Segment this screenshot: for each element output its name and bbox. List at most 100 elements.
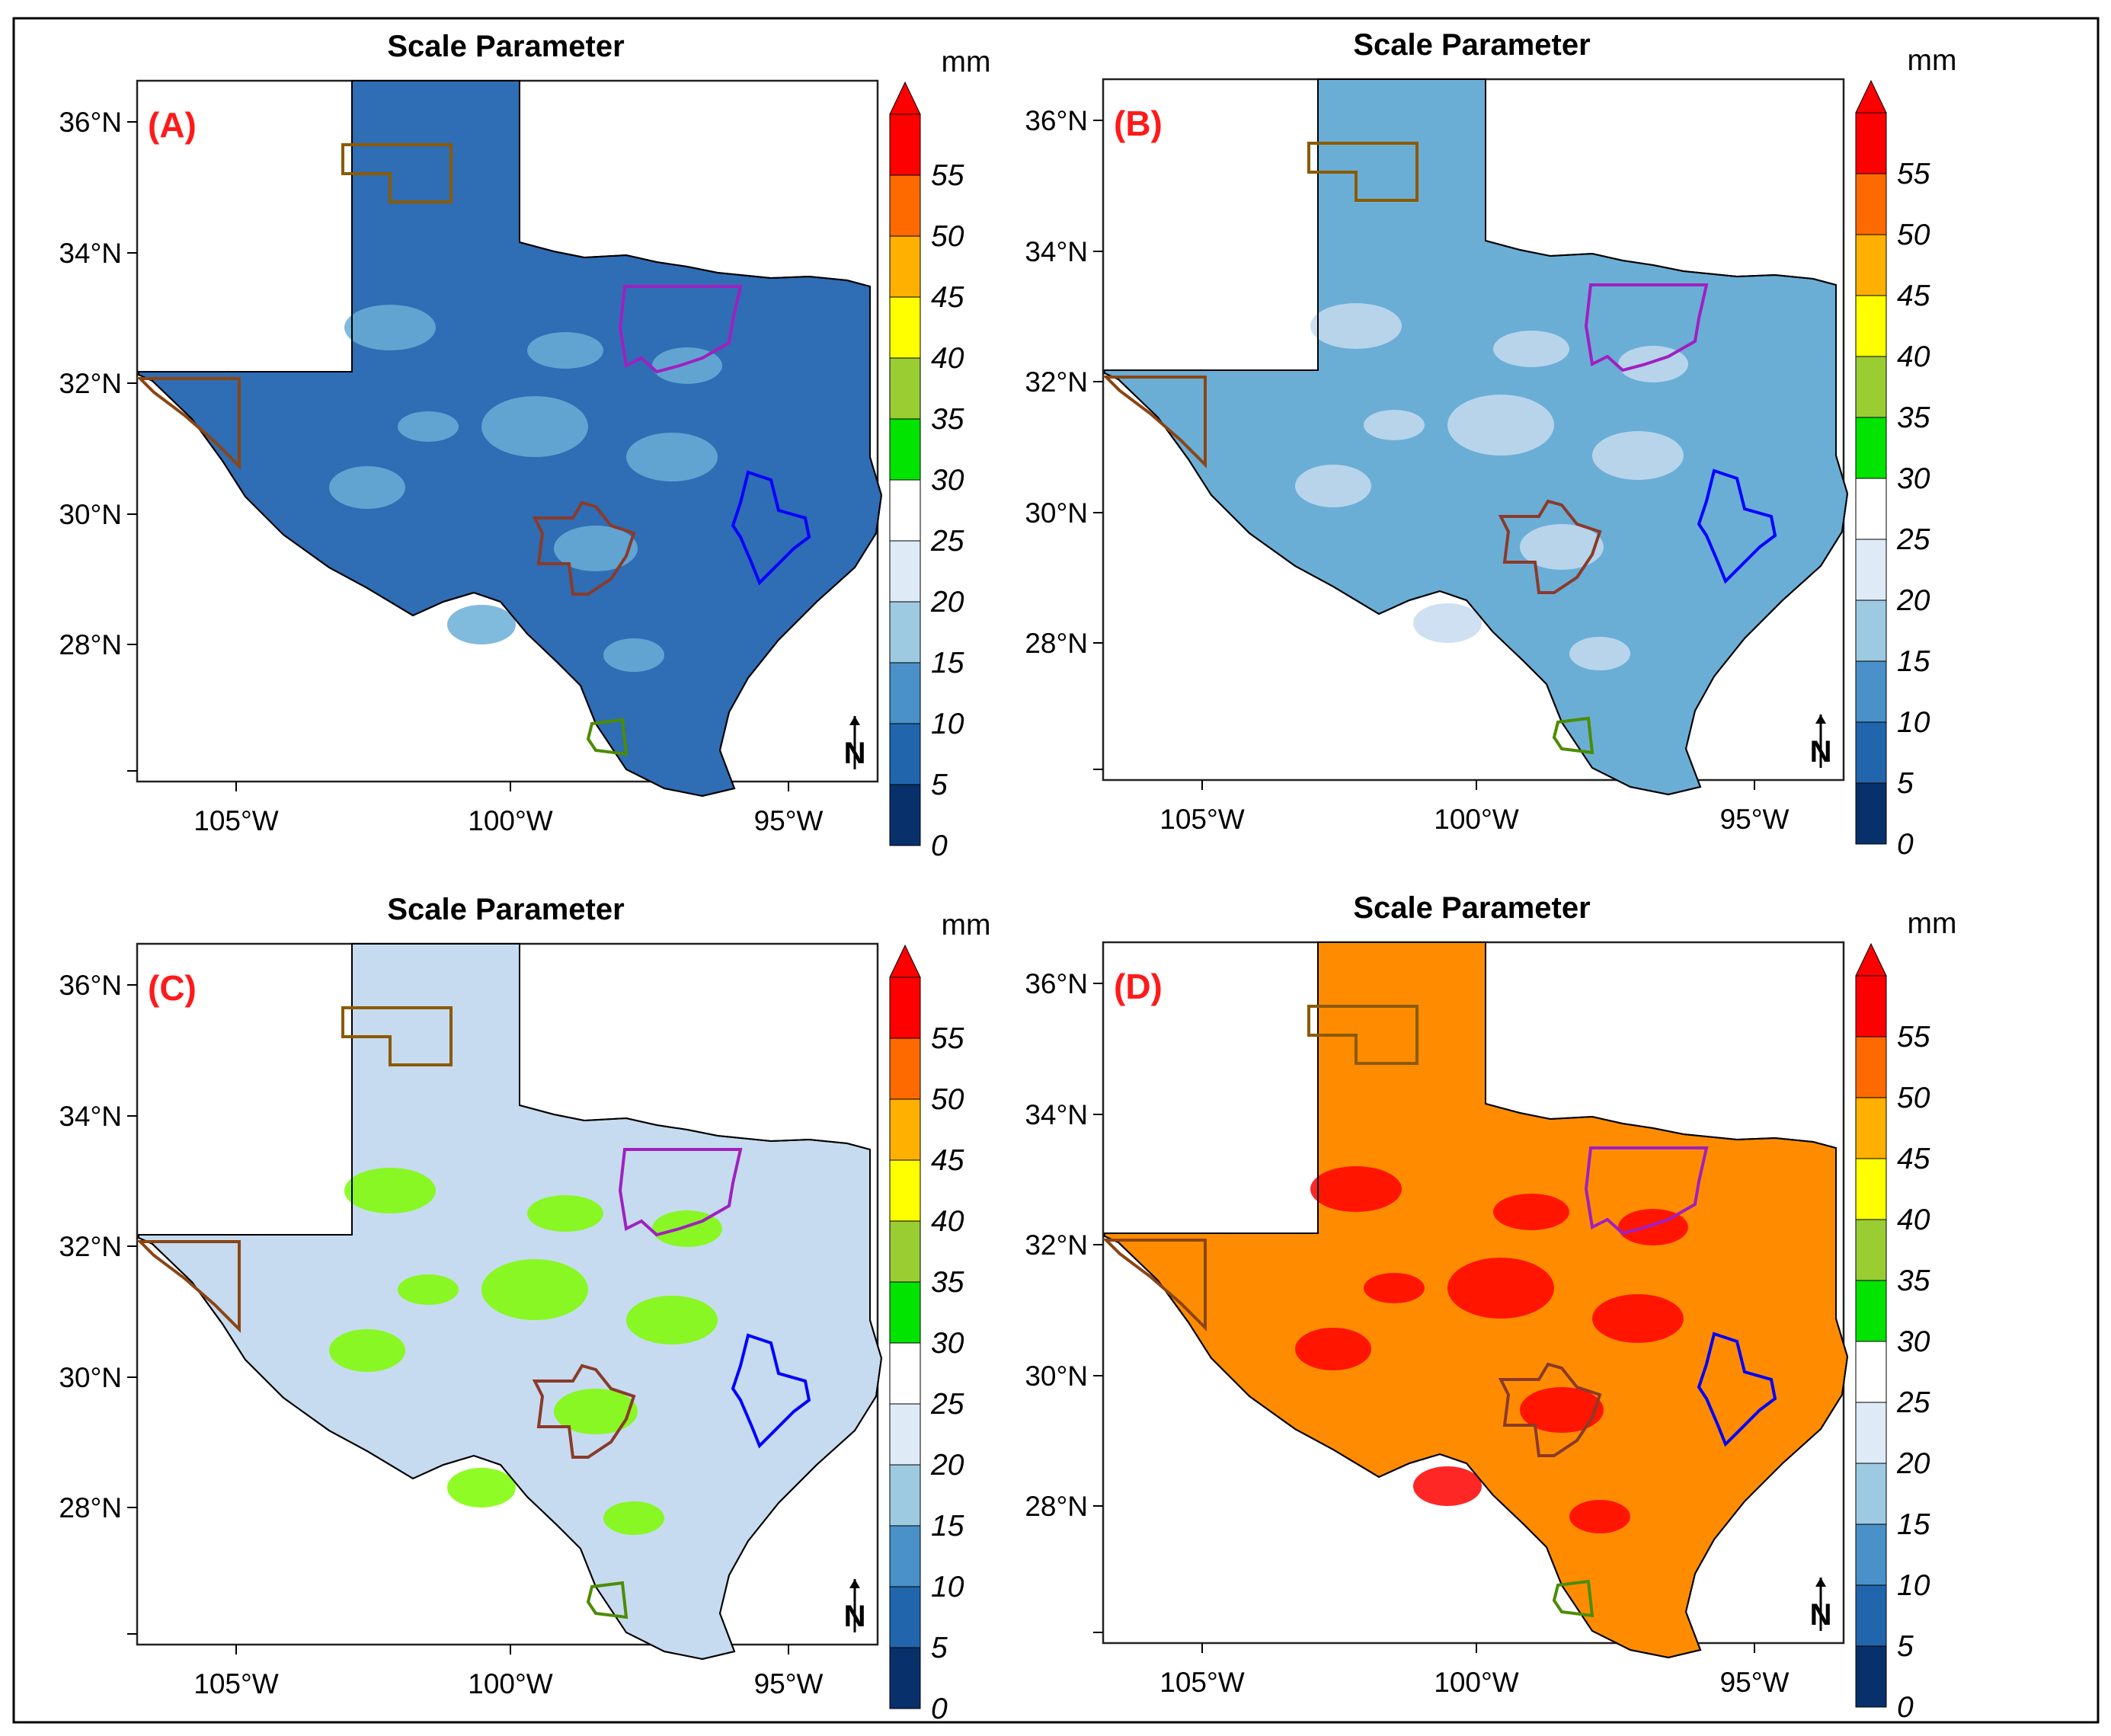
map-blotch	[1520, 524, 1604, 570]
colorbar-swatch	[1855, 1097, 1887, 1159]
colorbar-swatch	[889, 1525, 921, 1587]
north-arrow-head	[849, 1579, 860, 1588]
map-blotch	[1364, 1273, 1425, 1303]
colorbar-label: 10	[1897, 1569, 1930, 1602]
colorbar-label: 55	[1897, 158, 1930, 190]
map-panel-0: Scale Parameter 36°N 34°N 32°N 30°N 28°N 105°W…	[59, 30, 990, 862]
lat-label: 30°N	[59, 1362, 122, 1393]
lat-label: 34°N	[59, 238, 122, 269]
colorbar-swatch	[889, 418, 921, 481]
colorbar-swatch	[889, 479, 921, 542]
colorbar-swatch	[1855, 1645, 1887, 1708]
map-blotch	[344, 1168, 436, 1213]
colorbar-swatch	[889, 601, 921, 663]
colorbar-label: 5	[1897, 767, 1914, 800]
colorbar-label: 30	[931, 1327, 964, 1360]
panel-letter: (B)	[1114, 104, 1163, 143]
colorbar-swatch	[889, 1220, 921, 1283]
map-blotch	[1493, 1194, 1569, 1230]
lat-label: 28°N	[1025, 628, 1088, 659]
colorbar-swatch	[1855, 417, 1887, 479]
colorbar-swatch	[1855, 1219, 1887, 1281]
colorbar-label: 10	[1897, 706, 1930, 739]
map-blotch	[1413, 603, 1482, 643]
colorbar-label: 25	[930, 1388, 964, 1421]
colorbar-swatch	[1855, 1341, 1887, 1403]
north-arrow-head	[1815, 1578, 1826, 1587]
colorbar-swatch	[889, 784, 921, 846]
map-blotch	[398, 1274, 459, 1305]
boundary-central-north	[1584, 1146, 1709, 1236]
panel-title: Scale Parameter	[1353, 891, 1590, 925]
north-arrow-icon: N	[1810, 715, 1832, 769]
colorbar-swatch	[889, 1037, 921, 1100]
panel-title: Scale Parameter	[1353, 28, 1590, 62]
colorbar-swatch	[1855, 1584, 1887, 1647]
colorbar-label: 10	[931, 1571, 964, 1603]
boundary-north-region	[341, 1006, 453, 1066]
panel-letter: (D)	[1114, 967, 1163, 1006]
boundary-west-region	[136, 377, 241, 470]
colorbar-label: 45	[1897, 280, 1930, 312]
lon-label: 100°W	[468, 805, 553, 836]
colorbar-label: 25	[1896, 523, 1930, 556]
boundary-south-tip	[1552, 716, 1594, 755]
map-blotch	[527, 1195, 603, 1232]
north-arrow-icon: N	[844, 1579, 865, 1633]
colorbar-swatch	[889, 1403, 921, 1466]
colorbar-swatch	[889, 1464, 921, 1527]
colorbar-swatch	[889, 723, 921, 785]
colorbar-label: 15	[1897, 645, 1930, 678]
colorbar-label: 0	[931, 1693, 948, 1725]
map-blotch	[626, 433, 718, 481]
lat-label: 36°N	[59, 970, 122, 1001]
colorbar-label: 5	[931, 769, 948, 801]
lon-label: 105°W	[1159, 1667, 1245, 1698]
lon-label: 100°W	[468, 1668, 553, 1699]
lon-label: 95°W	[1720, 1667, 1790, 1698]
boundary-west-region	[1102, 1239, 1207, 1332]
colorbar: 0 5 10 15 20 25 30 35 40 45 50 55 mm	[889, 46, 990, 862]
colorbar-label: 15	[931, 647, 964, 679]
lat-label: 34°N	[1025, 236, 1088, 267]
lat-label: 36°N	[1025, 105, 1088, 136]
colorbar-label: 45	[931, 1144, 964, 1177]
lat-label: 28°N	[59, 1492, 122, 1523]
north-label: N	[844, 737, 866, 770]
colorbar-unit: mm	[942, 909, 991, 942]
north-label: N	[1810, 735, 1832, 769]
colorbar-swatch	[1855, 539, 1887, 601]
colorbar-label: 40	[1897, 1204, 1930, 1236]
panels: Scale Parameter 36°N 34°N 32°N 30°N 28°N 105°W…	[59, 28, 1956, 1725]
map-blotch	[554, 526, 638, 571]
map-blotch	[1295, 1328, 1371, 1370]
map-blotch	[1364, 410, 1425, 440]
map-blotch	[1447, 395, 1554, 456]
colorbar: 0 5 10 15 20 25 30 35 40 45 50 55 mm	[1855, 907, 1956, 1724]
boundary-west-region	[1102, 376, 1207, 468]
boundary-coastal	[731, 470, 811, 586]
map-blotch	[329, 466, 405, 509]
map-panel-3: Scale Parameter 36°N 34°N 32°N 30°N 28°N 105°W…	[1025, 891, 1956, 1724]
colorbar-arrow	[1855, 942, 1887, 977]
colorbar-swatch	[1855, 234, 1887, 296]
colorbar-swatch	[889, 113, 921, 176]
map-blotch	[1310, 1166, 1402, 1212]
map-blotch	[398, 411, 459, 442]
colorbar-label: 55	[931, 159, 964, 192]
lat-label: 32°N	[59, 1231, 122, 1262]
colorbar-swatch	[889, 296, 921, 359]
map-blotch	[1592, 431, 1684, 480]
boundary-coastal	[1697, 1332, 1777, 1447]
map-panel-1: Scale Parameter 36°N 34°N 32°N 30°N 28°N 105°W…	[1025, 28, 1956, 861]
map-blotch	[447, 1468, 516, 1507]
colorbar-swatch	[889, 1586, 921, 1648]
colorbar-label: 30	[1897, 1325, 1930, 1358]
colorbar-swatch	[889, 662, 921, 724]
lat-label: 36°N	[1025, 968, 1088, 999]
colorbar-swatch	[889, 1281, 921, 1344]
figure-frame	[12, 17, 2100, 1724]
map-blotch	[527, 332, 603, 369]
colorbar-swatch	[1855, 295, 1887, 357]
colorbar-label: 50	[1897, 1082, 1930, 1114]
